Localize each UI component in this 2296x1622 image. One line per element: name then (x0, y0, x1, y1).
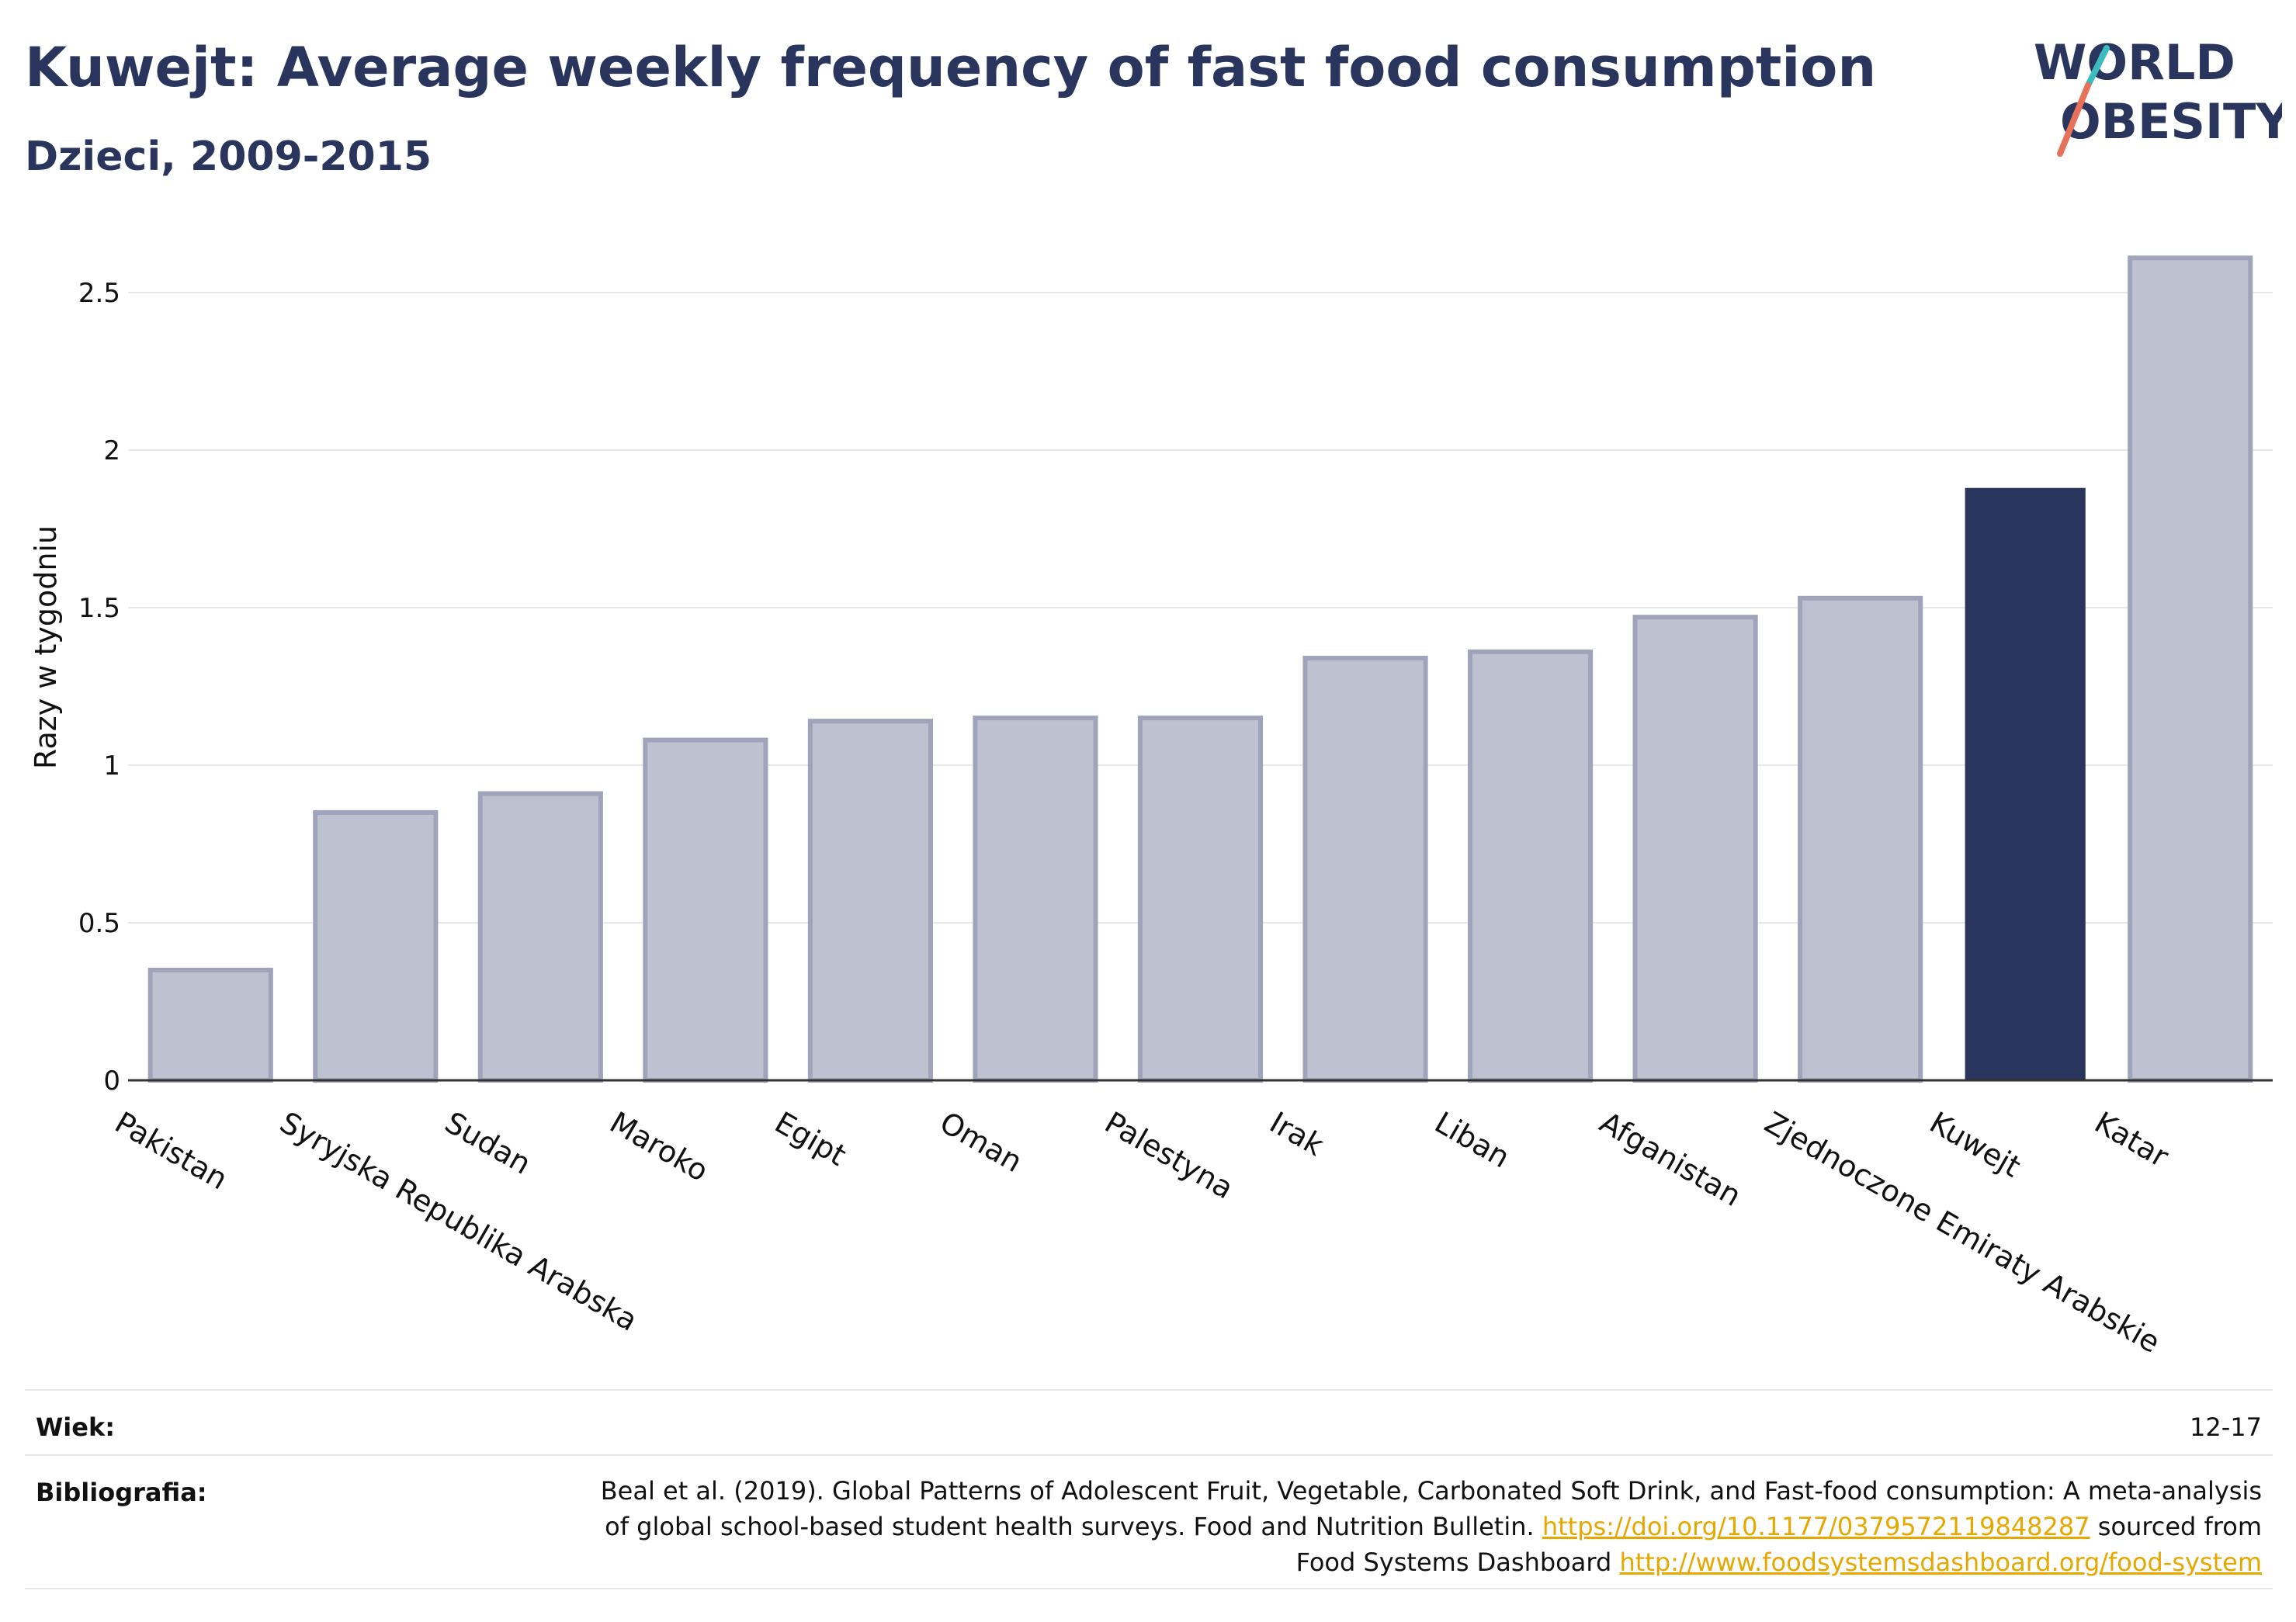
bar-oman (973, 716, 1098, 1083)
bar-chart: 0 0.5 1 1.5 2 2.5 Pakistan Syryjska Republika … (29, 255, 2273, 1360)
x-tick-label: Liban (1429, 1105, 1515, 1175)
bar-sudan (477, 791, 603, 1083)
x-tick-label: Kuwejt (1924, 1105, 2027, 1184)
x-tick-label: Oman (934, 1105, 1028, 1179)
y-tick-label: 2.5 (78, 278, 120, 309)
x-tick-label: Maroko (604, 1105, 714, 1188)
chart-title: Kuwejt: Average weekly frequency of fast… (25, 36, 1877, 99)
bibliography-label: Bibliografia: (36, 1478, 207, 1507)
svg-text:OBESITY: OBESITY (2060, 93, 2282, 150)
svg-text:WORLD: WORLD (2034, 34, 2235, 91)
bar-syryjska-republika-arabska (313, 809, 439, 1083)
world-obesity-logo: WORLD OBESITY (2034, 34, 2282, 157)
x-tick-label: Palestyna (1099, 1105, 1239, 1206)
y-tick-label: 1 (103, 750, 120, 782)
doi-link[interactable]: https://doi.org/10.1177/0379572119848287 (1542, 1512, 2090, 1541)
x-tick-label: Afganistan (1594, 1105, 1747, 1213)
x-tick-label: Katar (2089, 1105, 2174, 1174)
footer-divider-top (25, 1389, 2273, 1391)
y-tick-label: 2 (103, 435, 120, 466)
chart-subtitle: Dzieci, 2009-2015 (25, 133, 432, 180)
y-axis-label: Razy w tygodniu (29, 525, 63, 769)
bar-liban (1468, 649, 1594, 1083)
bar-katar (2128, 255, 2253, 1083)
x-tick-label: Sudan (439, 1105, 537, 1181)
footer-divider-bottom (25, 1588, 2273, 1589)
bar-palestyna (1137, 716, 1264, 1083)
bar-kuwejt (1965, 487, 2086, 1080)
food-systems-dashboard-link[interactable]: http://www.foodsystemsdashboard.org/food… (1619, 1547, 2262, 1577)
bibliography-text: Beal et al. (2019). Global Patterns of A… (600, 1476, 2262, 1577)
bar-maroko (643, 737, 768, 1083)
age-value: 12-17 (2190, 1412, 2262, 1442)
x-tick-label: Pakistan (109, 1105, 234, 1197)
bar-zjednoczone-emiraty-arabskie (1798, 595, 1923, 1083)
age-label: Wiek: (36, 1412, 116, 1442)
footer-divider-middle (25, 1454, 2273, 1456)
x-tick-label: Irak (1264, 1105, 1330, 1163)
bar-egipt (807, 719, 933, 1083)
bars (147, 255, 2253, 1083)
x-tick-label: Egipt (769, 1105, 852, 1173)
bar-afganistan (1632, 615, 1758, 1083)
bar-pakistan (147, 967, 273, 1083)
bar-irak (1302, 655, 1428, 1083)
y-tick-label: 0 (103, 1066, 120, 1097)
y-tick-labels: 0 0.5 1 1.5 2 2.5 (78, 278, 120, 1097)
y-tick-label: 1.5 (78, 593, 120, 624)
y-tick-label: 0.5 (78, 908, 120, 939)
